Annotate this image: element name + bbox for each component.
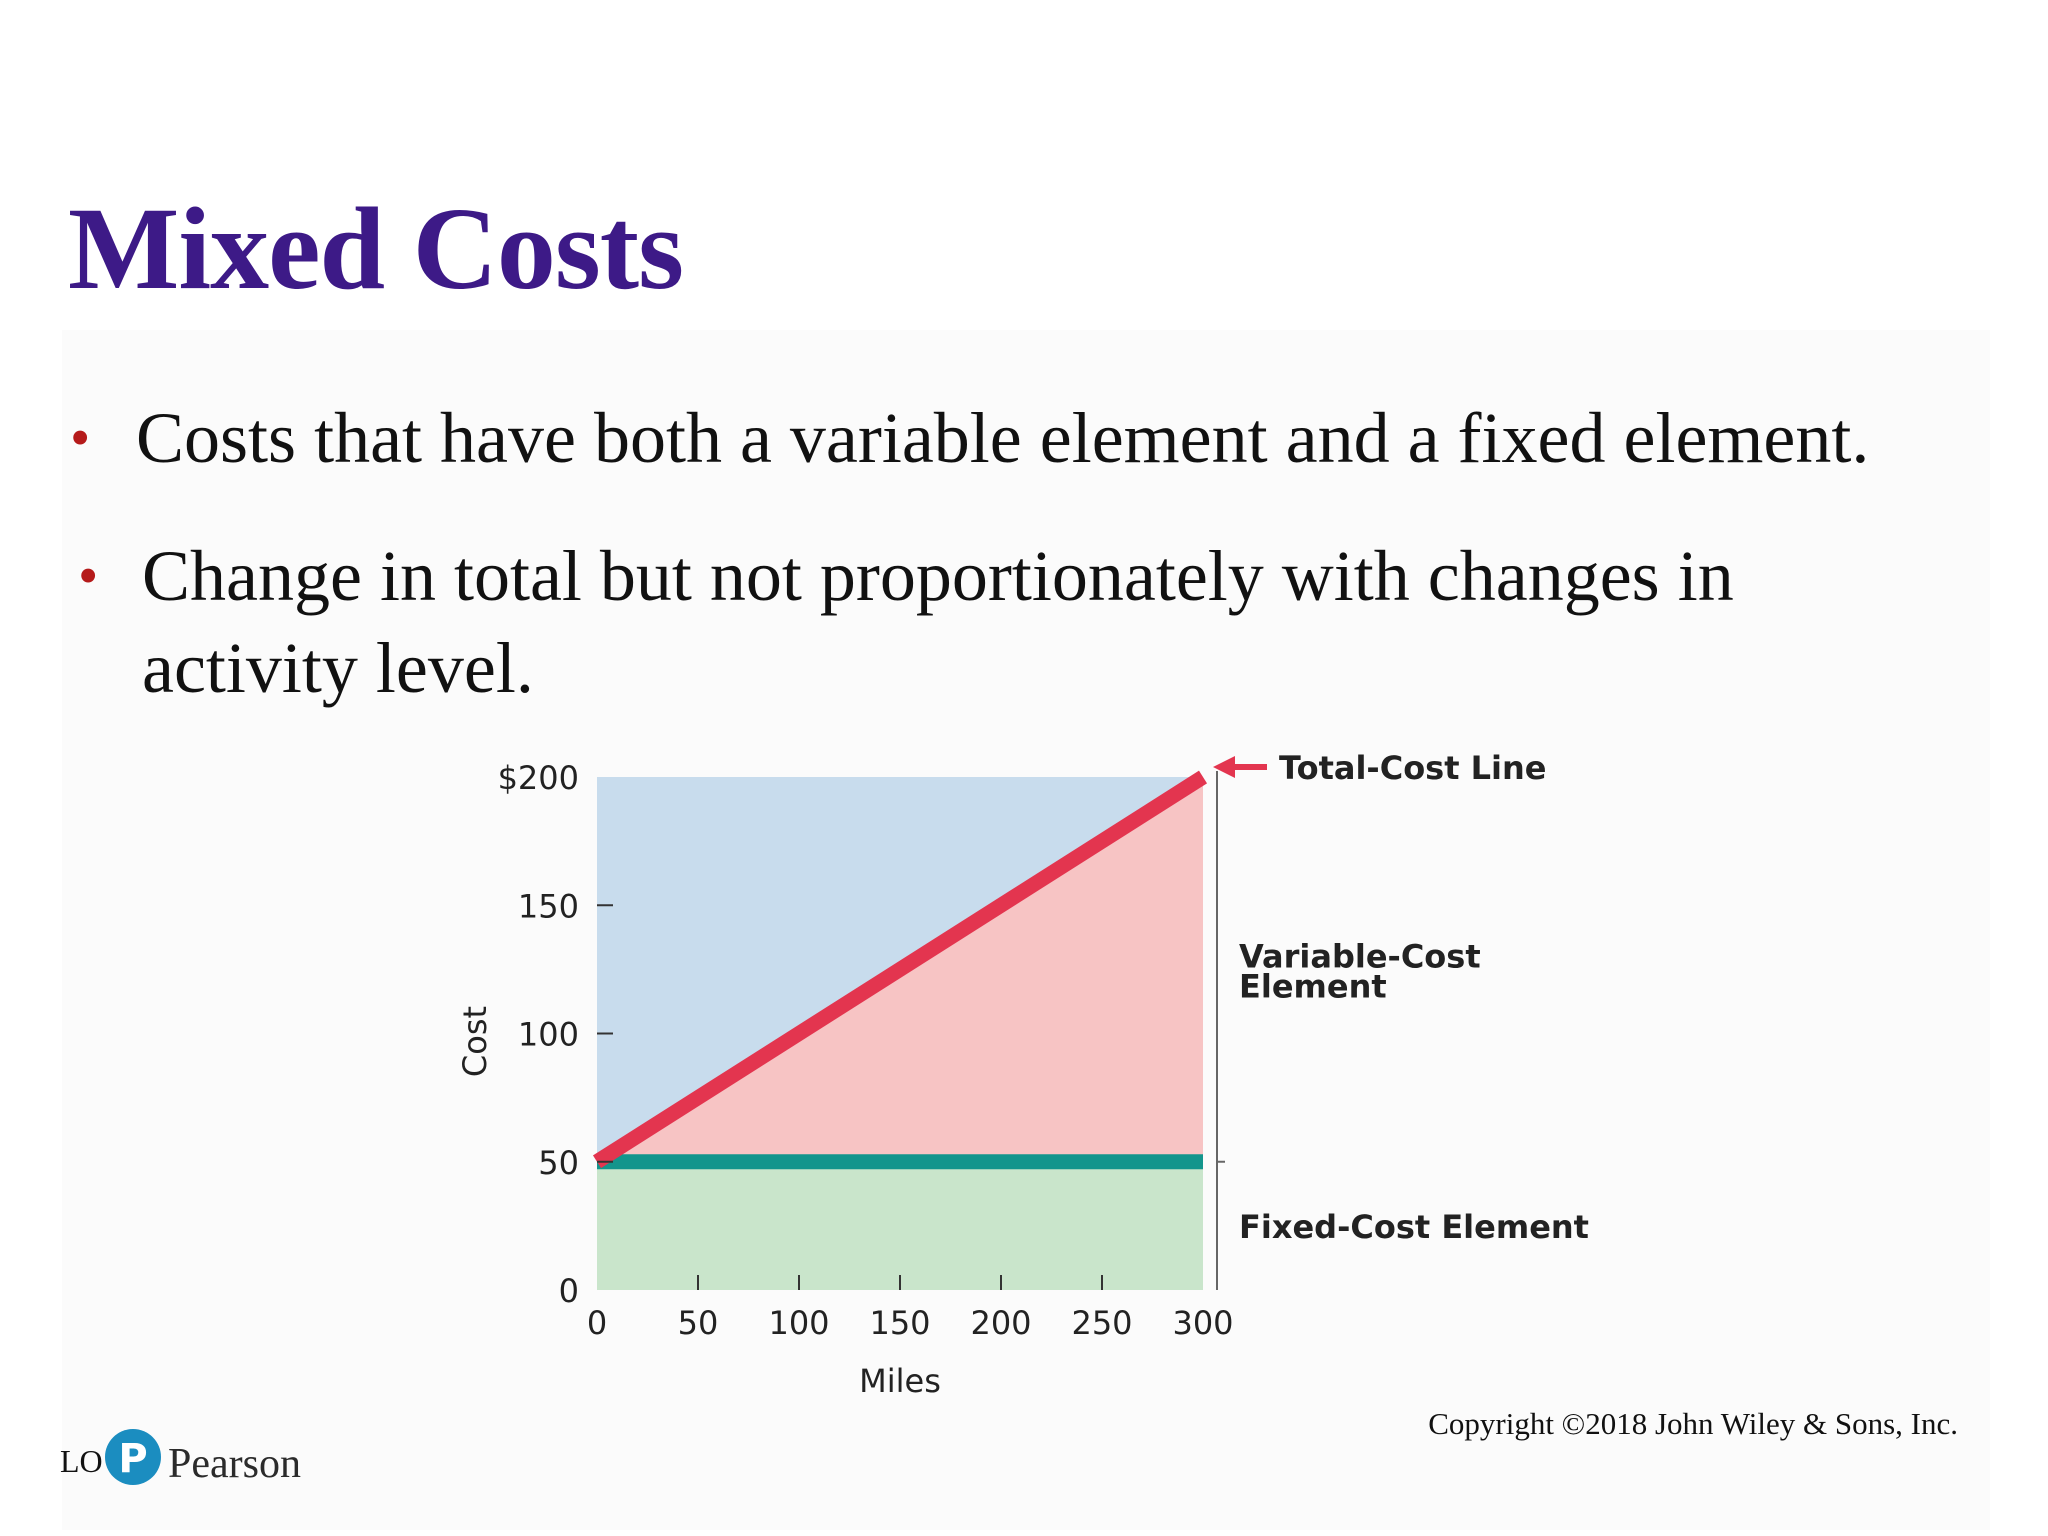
x-tick-label: 200 <box>970 1304 1031 1342</box>
bullet-text: Change in total but not proportionately … <box>142 536 1734 708</box>
y-tick-label: 150 <box>518 887 579 925</box>
total-cost-arrow-head <box>1213 756 1235 778</box>
svg-text:P: P <box>118 1436 147 1482</box>
slide-title: Mixed Costs <box>68 183 684 314</box>
x-tick-label: 100 <box>768 1304 829 1342</box>
bullet-text: Costs that have both a variable element … <box>136 398 1870 478</box>
variable-cost-annotation-line2: Element <box>1239 967 1387 1005</box>
fixed-cost-area <box>597 1161 1203 1290</box>
fixed-cost-annotation: Fixed-Cost Element <box>1239 1208 1589 1246</box>
variable-cost-annotation-line1: Variable-Cost <box>1239 937 1481 975</box>
copyright-notice: Copyright ©2018 John Wiley & Sons, Inc. <box>1428 1406 1958 1441</box>
bullet-item: • Change in total but not proportionatel… <box>78 530 1858 714</box>
bullet-dot: • <box>70 405 91 470</box>
x-axis-title: Miles <box>859 1362 941 1400</box>
x-tick-label: 250 <box>1071 1304 1132 1342</box>
bullet-dot: • <box>78 543 99 608</box>
y-tick-label: 50 <box>538 1144 579 1182</box>
pearson-wordmark: Pearson <box>168 1441 301 1487</box>
y-axis-title: Cost <box>456 1006 494 1077</box>
x-tick-label: 0 <box>587 1304 607 1342</box>
total-cost-annotation: Total-Cost Line <box>1279 749 1547 787</box>
x-tick-label: 150 <box>869 1304 930 1342</box>
pearson-logo-icon: P <box>105 1429 161 1485</box>
x-tick-label: 300 <box>1172 1304 1233 1342</box>
y-tick-label: 0 <box>559 1272 579 1310</box>
y-tick-label: $200 <box>498 759 579 797</box>
x-tick-label: 50 <box>678 1304 719 1342</box>
total-cost-line <box>592 770 1208 1169</box>
y-tick-label: 100 <box>518 1016 579 1054</box>
